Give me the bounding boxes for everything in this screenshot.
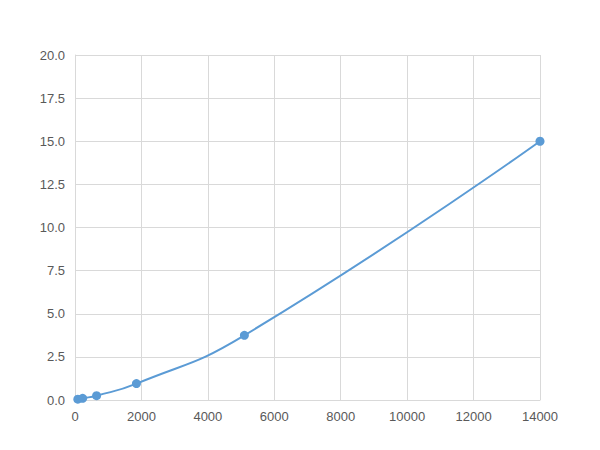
svg-text:14000: 14000 — [522, 409, 558, 424]
svg-text:6000: 6000 — [260, 409, 289, 424]
svg-text:10.0: 10.0 — [40, 220, 65, 235]
svg-text:15.0: 15.0 — [40, 134, 65, 149]
svg-text:2.5: 2.5 — [47, 349, 65, 364]
svg-text:2000: 2000 — [127, 409, 156, 424]
svg-text:12.5: 12.5 — [40, 177, 65, 192]
svg-text:10000: 10000 — [389, 409, 425, 424]
svg-text:0.0: 0.0 — [47, 393, 65, 408]
svg-text:4000: 4000 — [193, 409, 222, 424]
svg-text:8000: 8000 — [326, 409, 355, 424]
svg-text:17.5: 17.5 — [40, 91, 65, 106]
svg-text:20.0: 20.0 — [40, 48, 65, 63]
svg-text:5.0: 5.0 — [47, 306, 65, 321]
svg-text:12000: 12000 — [455, 409, 491, 424]
svg-text:7.5: 7.5 — [47, 263, 65, 278]
svg-text:0: 0 — [71, 409, 78, 424]
